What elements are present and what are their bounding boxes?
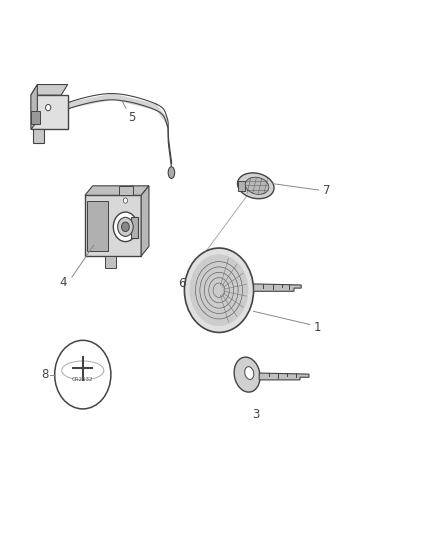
Text: 5: 5 [128,111,136,124]
Text: 4: 4 [60,276,67,289]
Polygon shape [254,284,301,292]
Polygon shape [61,93,171,169]
Bar [105,256,116,268]
Circle shape [123,198,127,203]
Circle shape [113,212,138,241]
Polygon shape [141,186,149,256]
Bar [87,200,109,251]
Circle shape [184,248,254,333]
Bar [238,181,245,191]
Text: 7: 7 [323,183,330,197]
Polygon shape [259,373,309,380]
Text: 3: 3 [252,408,259,421]
Bar [131,216,138,238]
Ellipse shape [234,357,260,392]
Text: 6: 6 [179,277,186,290]
Circle shape [121,222,129,231]
Polygon shape [31,85,67,95]
Circle shape [46,104,51,111]
Text: CR2032: CR2032 [72,377,94,382]
Text: 1: 1 [314,321,321,334]
Ellipse shape [245,177,269,195]
Ellipse shape [168,167,175,179]
Circle shape [190,254,248,326]
Circle shape [118,217,133,236]
Ellipse shape [245,367,254,379]
Bar [119,186,133,195]
Polygon shape [31,85,37,130]
Bar [32,111,40,124]
Circle shape [55,341,111,409]
Ellipse shape [237,173,274,199]
Bar [85,195,141,256]
Text: 8: 8 [41,368,48,381]
Bar [33,130,44,142]
Polygon shape [85,186,149,195]
Bar [31,95,67,130]
